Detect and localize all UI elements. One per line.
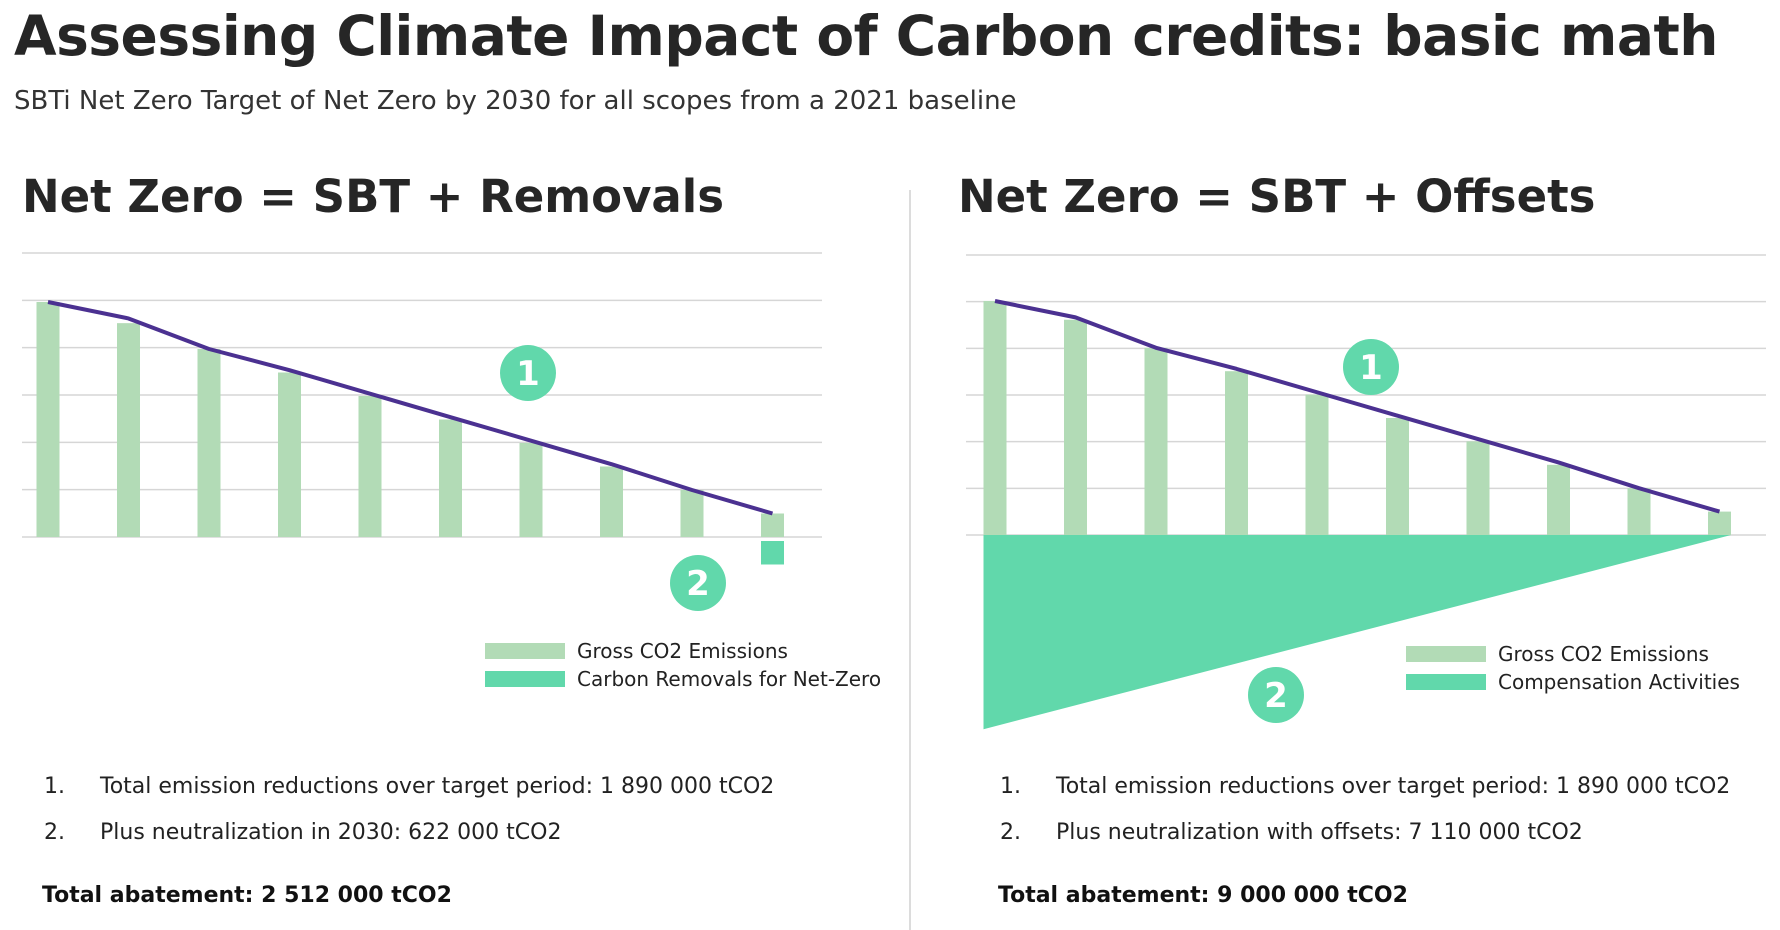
- note-text: Total emission reductions over target pe…: [1056, 773, 1731, 799]
- legend-item-compensation: Compensation Activities: [1406, 668, 1740, 696]
- number-badge-label: 1: [516, 354, 540, 394]
- gross-bar: [1547, 464, 1570, 535]
- gross-bar: [1708, 511, 1731, 535]
- gross-bar: [278, 372, 301, 537]
- number-badge-label: 2: [686, 564, 710, 604]
- gross-bar: [1386, 418, 1409, 535]
- note-number: 1.: [1000, 773, 1021, 799]
- gross-bar: [1064, 319, 1087, 535]
- right-notes: 1. Total emission reductions over target…: [1000, 763, 1730, 855]
- legend-label-gross: Gross CO2 Emissions: [577, 639, 788, 663]
- legend-item-gross: Gross CO2 Emissions: [485, 637, 881, 665]
- removal-bar: [761, 541, 784, 565]
- gross-bar: [680, 490, 704, 537]
- note-text: Plus neutralization with offsets: 7 110 …: [1056, 819, 1583, 845]
- page-title: Assessing Climate Impact of Carbon credi…: [14, 4, 1718, 68]
- note-item: 2. Plus neutralization in 2030: 622 000 …: [44, 809, 774, 855]
- legend-item-gross: Gross CO2 Emissions: [1406, 640, 1740, 668]
- note-number: 1.: [44, 773, 65, 799]
- number-badge-1: [1343, 339, 1399, 395]
- legend-swatch-compensation: [1406, 674, 1486, 690]
- note-text: Total emission reductions over target pe…: [100, 773, 775, 799]
- gross-bar: [1466, 441, 1490, 535]
- legend-item-removals: Carbon Removals for Net-Zero: [485, 665, 881, 693]
- right-total: Total abatement: 9 000 000 tCO2: [998, 883, 1408, 908]
- right-legend: Gross CO2 Emissions Compensation Activit…: [1406, 640, 1740, 696]
- number-badge-2: [1248, 667, 1304, 723]
- left-legend: Gross CO2 Emissions Carbon Removals for …: [485, 637, 881, 693]
- note-number: 2.: [44, 819, 65, 845]
- note-text: Plus neutralization in 2030: 622 000 tCO…: [100, 819, 562, 845]
- legend-swatch-removals: [485, 671, 565, 687]
- left-panel-heading: Net Zero = SBT + Removals: [22, 170, 724, 223]
- gross-bar: [519, 443, 543, 537]
- gross-bar: [1144, 347, 1168, 535]
- trend-line: [994, 299, 1721, 514]
- number-badge-label: 2: [1264, 676, 1288, 716]
- left-chart: 12: [22, 252, 822, 611]
- gross-bar: [36, 302, 60, 537]
- gross-bar: [600, 466, 623, 537]
- legend-label-removals: Carbon Removals for Net-Zero: [577, 667, 882, 691]
- gross-bar: [983, 301, 1007, 535]
- gross-bar: [197, 349, 221, 537]
- number-badge-2: [670, 555, 726, 611]
- number-badge-1: [500, 345, 556, 401]
- note-number: 2.: [1000, 819, 1021, 845]
- legend-label-gross: Gross CO2 Emissions: [1498, 642, 1709, 666]
- compensation-area: [983, 535, 1731, 730]
- gross-bar: [1627, 488, 1651, 535]
- legend-swatch-gross: [1406, 646, 1486, 662]
- left-notes: 1. Total emission reductions over target…: [44, 763, 774, 855]
- note-item: 2. Plus neutralization with offsets: 7 1…: [1000, 809, 1730, 855]
- right-chart: 12: [966, 254, 1766, 730]
- legend-label-compensation: Compensation Activities: [1498, 670, 1740, 694]
- gross-bar: [117, 323, 140, 537]
- gross-bar: [358, 396, 382, 537]
- legend-swatch-gross: [485, 643, 565, 659]
- panel-divider: [909, 190, 911, 930]
- gross-bar: [439, 419, 462, 537]
- left-total: Total abatement: 2 512 000 tCO2: [42, 883, 452, 908]
- trend-line: [47, 300, 774, 516]
- page-subtitle: SBTi Net Zero Target of Net Zero by 2030…: [14, 86, 1017, 116]
- right-panel-heading: Net Zero = SBT + Offsets: [958, 170, 1596, 223]
- gross-bar: [761, 513, 784, 537]
- note-item: 1. Total emission reductions over target…: [44, 763, 774, 809]
- number-badge-label: 1: [1359, 348, 1383, 388]
- gross-bar: [1305, 394, 1329, 535]
- gross-bar: [1225, 371, 1248, 535]
- note-item: 1. Total emission reductions over target…: [1000, 763, 1730, 809]
